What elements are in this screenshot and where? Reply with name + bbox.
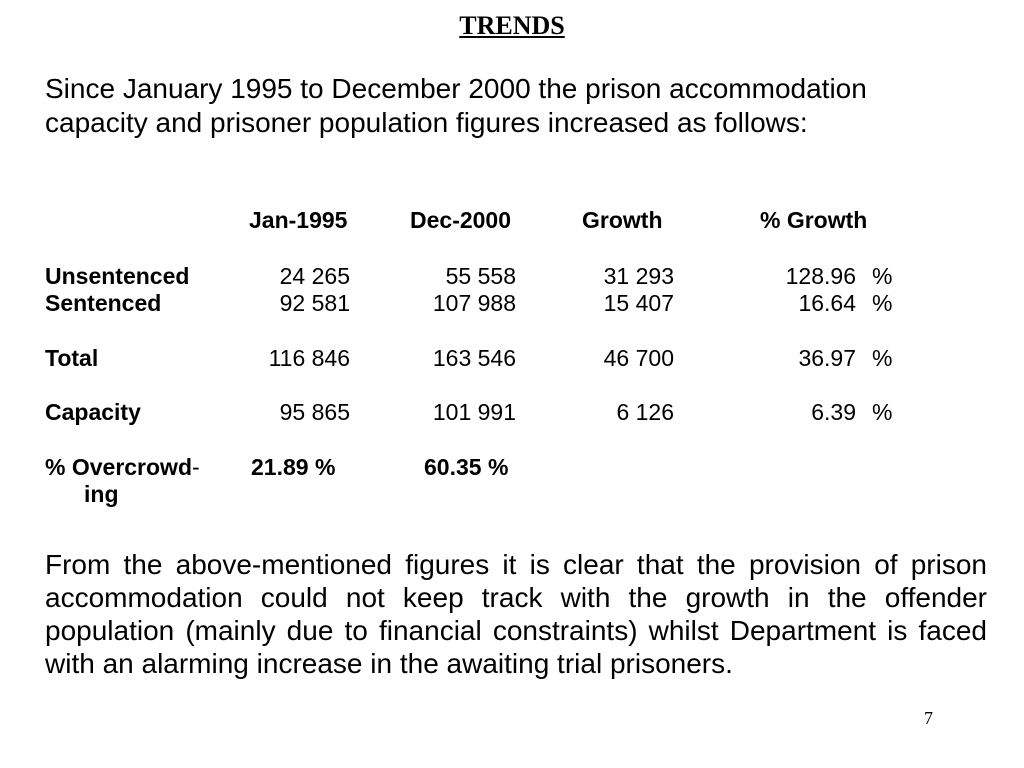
page-number: 7	[924, 708, 933, 728]
cell-capacity-dec: 101 991	[432, 399, 516, 425]
cell-unsentenced-growth: 31 293	[603, 263, 674, 289]
cell-sentenced-unit: %	[872, 290, 893, 316]
cell-overcrowding-jan: 21.89 %	[251, 454, 336, 480]
cell-capacity-growth: 6 126	[616, 399, 674, 425]
cell-capacity-jan: 95 865	[279, 399, 350, 425]
row-label-sentenced: Sentenced	[45, 290, 162, 316]
cell-total-jan: 116 846	[268, 345, 350, 371]
cell-total-pct: 36.97	[798, 345, 856, 371]
closing-paragraph: From the above-mentioned figures it is c…	[45, 549, 987, 679]
cell-unsentenced-dec: 55 558	[445, 263, 516, 289]
overcrowding-label-part2: ing	[84, 481, 119, 507]
header-growth: Growth	[582, 207, 663, 233]
cell-sentenced-growth: 15 407	[603, 290, 674, 316]
cell-sentenced-dec: 107 988	[432, 290, 516, 316]
cell-unsentenced-unit: %	[872, 263, 893, 289]
header-pct-growth: % Growth	[760, 207, 868, 233]
cell-capacity-pct: 6.39	[811, 399, 856, 425]
cell-unsentenced-pct: 128.96	[785, 263, 856, 289]
row-label-unsentenced: Unsentenced	[45, 263, 190, 289]
overcrowding-label-part1: % Overcrowd	[45, 454, 192, 480]
page-title: TRENDS	[459, 11, 565, 40]
row-label-total: Total	[45, 345, 99, 371]
cell-capacity-unit: %	[872, 399, 893, 425]
header-jan-1995: Jan-1995	[249, 207, 348, 233]
cell-total-dec: 163 546	[432, 345, 516, 371]
row-label-overcrowding: % Overcrowd-	[45, 454, 200, 481]
overcrowding-hyphen: -	[192, 454, 200, 480]
cell-overcrowding-dec: 60.35 %	[424, 454, 509, 480]
row-label-capacity: Capacity	[45, 399, 141, 425]
cell-sentenced-pct: 16.64	[798, 290, 856, 316]
cell-total-growth: 46 700	[603, 345, 674, 371]
intro-paragraph: Since January 1995 to December 2000 the …	[45, 73, 867, 138]
header-dec-2000: Dec-2000	[410, 207, 512, 233]
cell-unsentenced-jan: 24 265	[279, 263, 350, 289]
cell-sentenced-jan: 92 581	[279, 290, 350, 316]
cell-total-unit: %	[872, 345, 893, 371]
